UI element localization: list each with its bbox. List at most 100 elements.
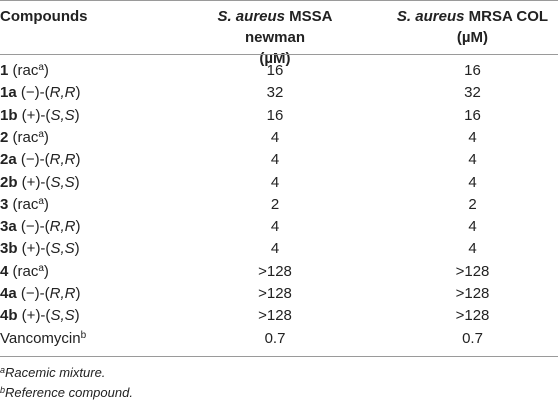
table-row: 3a (−)-(R,R) 4 4 [0,216,558,237]
footnote-mark: a [38,195,44,207]
header-mrsa-species: S. aureus [396,8,465,25]
compound-descriptor: (−)-(R,R) [16,151,81,169]
compound-id: 3 [0,195,9,213]
header-compounds: Compounds [0,8,88,25]
table-header: Compounds S. aureus MSSA newman (µM) S. … [0,0,558,67]
compound-cell: 1a (−)-(R,R) [0,82,80,103]
compound-id: 4a [0,285,17,302]
compound-id: 4 [0,262,9,280]
table-row: 1a (−)-(R,R) 32 32 [0,82,558,103]
mrsa-value: 4 [468,218,477,236]
footnote-mark: a [38,262,44,274]
mssa-value: 2 [270,195,280,213]
stereo-descriptor: R,R [49,151,76,169]
compound-descriptor: (raca) [8,128,49,146]
stereo-descriptor: S,S [50,173,75,191]
compound-cell: 1 (raca) [0,60,49,81]
mrsa-value: 4 [468,151,477,169]
table-top-rule [0,0,558,1]
table-row: 3b (+)-(S,S) 4 4 [0,238,558,259]
mssa-value: 4 [270,173,280,191]
mrsa-value: 4 [468,173,477,191]
compound-cell: 4b (+)-(S,S) [0,305,80,326]
stereo-descriptor: S,S [50,240,75,258]
header-mssa-strain: MSSA newman [244,8,333,46]
compound-cell: Vancomycinb [0,328,86,349]
header-mssa-species: S. aureus [217,8,285,25]
compound-id: 2b [0,173,18,191]
table-row: 3 (raca) 2 2 [0,194,558,215]
mrsa-value: 4 [468,240,477,258]
compound-id: 1b [0,106,18,124]
stereo-descriptor: S,S [50,307,75,325]
mssa-value: 32 [266,84,284,102]
compound-cell: 2b (+)-(S,S) [0,172,80,193]
table-row: 4a (−)-(R,R) >128 >128 [0,283,558,304]
compound-cell: 1b (+)-(S,S) [0,105,80,126]
footnote-a: aRacemic mixture. [0,365,106,380]
compound-cell: 4 (raca) [0,261,49,282]
table-row: 4b (+)-(S,S) >128 >128 [0,305,558,326]
mssa-value: >128 [258,285,292,302]
mrsa-value: 2 [468,195,477,213]
mrsa-value: 16 [464,62,481,79]
mssa-value: 4 [270,128,280,146]
mrsa-value: 32 [464,84,481,102]
compound-cell: 3a (−)-(R,R) [0,216,80,237]
compound-descriptor: (+)-(S,S) [17,106,80,124]
mssa-value: 16 [266,106,284,124]
table-footnotes: aRacemic mixture. bReference compound. [0,363,558,403]
table-row: Vancomycinb 0.7 0.7 [0,328,558,349]
compound-cell: 2a (−)-(R,R) [0,149,80,170]
compound-descriptor: (+)-(S,S) [17,173,80,191]
mrsa-value: >128 [455,262,490,280]
table-row: 2 (raca) 4 4 [0,127,558,148]
table-row: 1 (raca) 16 16 [0,60,558,81]
compound-descriptor: Vancomycinb [0,329,87,347]
compound-id: 4b [0,307,18,325]
compound-cell: 2 (raca) [0,127,49,148]
footnote-b: bReference compound. [0,385,133,400]
compound-descriptor: (raca) [8,262,49,280]
mssa-value: 4 [270,151,280,169]
table-header-rule [0,54,558,55]
mssa-value: 0.7 [264,329,286,347]
mssa-value: 4 [270,218,280,236]
stereo-descriptor: R,R [49,84,76,102]
mssa-value: >128 [258,262,292,280]
compound-cell: 4a (−)-(R,R) [0,283,80,304]
mssa-value: 16 [266,62,284,79]
compound-id: 1a [0,84,17,102]
header-mrsa-strain: MRSA COL [464,8,549,25]
stereo-descriptor: S,S [50,106,75,124]
footnote-mark: a [38,62,44,73]
compound-descriptor: (−)-(R,R) [16,84,81,102]
compound-cell: 3b (+)-(S,S) [0,238,80,259]
compound-descriptor: (raca) [8,62,49,79]
stereo-descriptor: R,R [49,218,76,236]
header-mssa: S. aureus MSSA newman (µM) [200,6,350,69]
compound-id: 3b [0,240,18,258]
footnote-mark: a [38,128,44,140]
compound-descriptor: (+)-(S,S) [17,240,80,258]
stereo-descriptor: R,R [49,285,76,302]
table-bottom-rule [0,356,558,357]
mssa-value: 4 [270,240,280,258]
compound-descriptor: (raca) [8,195,49,213]
table-row: 2b (+)-(S,S) 4 4 [0,172,558,193]
mrsa-value: 0.7 [462,329,483,347]
mrsa-value: >128 [455,285,490,302]
table-row: 1b (+)-(S,S) 16 16 [0,105,558,126]
compound-id: 1 [0,62,9,79]
compound-descriptor: (+)-(S,S) [17,307,80,325]
mrsa-value: >128 [455,307,490,325]
header-mrsa: S. aureus MRSA COL (µM) [380,6,558,48]
compound-id: 2 [0,128,9,146]
compound-id: 3a [0,218,17,236]
mrsa-value: 4 [468,128,477,146]
mrsa-value: 16 [464,106,481,124]
table-row: 4 (raca) >128 >128 [0,261,558,282]
compound-descriptor: (−)-(R,R) [16,285,81,302]
compound-cell: 3 (raca) [0,194,49,215]
compound-descriptor: (−)-(R,R) [16,218,81,236]
